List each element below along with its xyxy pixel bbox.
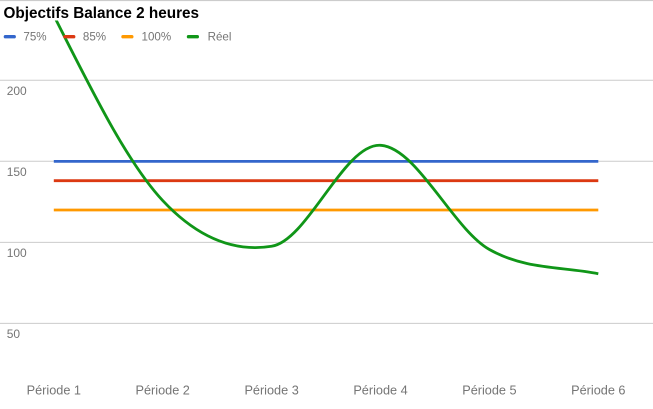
svg-text:Période 1: Période 1 <box>27 383 81 397</box>
svg-text:Période 3: Période 3 <box>244 383 298 397</box>
svg-text:Période 5: Période 5 <box>462 383 516 397</box>
svg-text:150: 150 <box>7 165 27 179</box>
svg-text:50: 50 <box>7 327 21 341</box>
svg-text:100%: 100% <box>142 31 172 44</box>
svg-text:Période 4: Période 4 <box>353 383 407 397</box>
svg-text:85%: 85% <box>83 31 106 44</box>
svg-text:200: 200 <box>7 84 27 98</box>
svg-text:75%: 75% <box>23 31 46 44</box>
svg-text:Objectifs Balance 2 heures: Objectifs Balance 2 heures <box>4 5 200 22</box>
svg-text:Réel: Réel <box>208 31 232 44</box>
svg-text:100: 100 <box>7 246 27 260</box>
svg-text:Période 2: Période 2 <box>136 383 190 397</box>
svg-text:Période 6: Période 6 <box>571 383 625 397</box>
